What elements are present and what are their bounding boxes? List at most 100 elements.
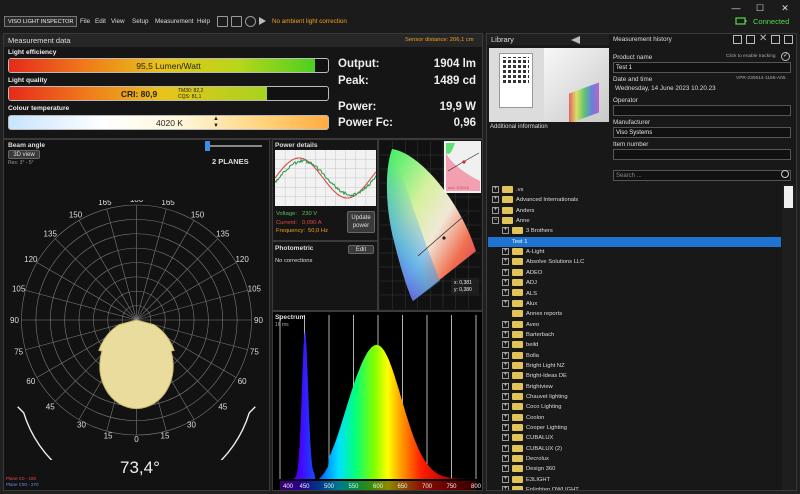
- tree-item[interactable]: + Bright Light NZ: [488, 361, 781, 372]
- tree-item[interactable]: + beild: [488, 340, 781, 351]
- tree-item[interactable]: + Bolla: [488, 351, 781, 362]
- expand-icon[interactable]: +: [502, 465, 509, 472]
- expand-icon[interactable]: +: [492, 207, 499, 214]
- back-arrow-icon[interactable]: [571, 36, 580, 44]
- expand-icon[interactable]: +: [502, 352, 509, 359]
- tree-item[interactable]: + CUBALUX (2): [488, 444, 781, 455]
- menu-file[interactable]: File: [80, 16, 90, 27]
- tree-item[interactable]: + Aveo: [488, 320, 781, 331]
- expand-icon[interactable]: +: [502, 455, 509, 462]
- tree-item[interactable]: + Chauvet lighting: [488, 392, 781, 403]
- expand-icon[interactable]: +: [492, 186, 499, 193]
- save-icon[interactable]: [746, 35, 755, 44]
- polar-angle-label: 90: [10, 316, 19, 325]
- expand-icon[interactable]: +: [502, 227, 509, 234]
- expand-icon[interactable]: +: [502, 279, 509, 286]
- tree-item[interactable]: + Design 360: [488, 464, 781, 475]
- menu-help[interactable]: Help: [197, 16, 210, 27]
- tree-item[interactable]: + Anders: [488, 206, 781, 217]
- tree-item[interactable]: + CUBALUX: [488, 433, 781, 444]
- expand-icon[interactable]: +: [502, 486, 509, 490]
- tree-item[interactable]: + Advanced Internationals: [488, 195, 781, 206]
- tree-item[interactable]: Test 1: [488, 237, 781, 248]
- operator-field[interactable]: [613, 105, 791, 116]
- export-icon[interactable]: [784, 35, 793, 44]
- delete-icon[interactable]: ✕: [759, 33, 767, 44]
- quality-label: Light quality: [8, 77, 47, 84]
- expand-icon[interactable]: +: [502, 269, 509, 276]
- tree-item-label: Absolve Solutions LLC: [526, 259, 584, 265]
- tree-item[interactable]: + Enlighten OWLIGHT: [488, 485, 781, 490]
- menu-measurement[interactable]: Measurement: [155, 16, 194, 27]
- expand-icon[interactable]: +: [502, 403, 509, 410]
- tree-item[interactable]: +3 Brothers: [488, 226, 781, 237]
- menu-edit[interactable]: Edit: [95, 16, 106, 27]
- update-power-button[interactable]: Update power: [347, 211, 375, 233]
- expand-icon[interactable]: +: [502, 393, 509, 400]
- expand-icon[interactable]: +: [502, 445, 509, 452]
- new-icon[interactable]: [733, 35, 742, 44]
- maximize-button[interactable]: ☐: [750, 1, 770, 15]
- expand-icon[interactable]: +: [502, 372, 509, 379]
- expand-icon[interactable]: +: [502, 362, 509, 369]
- tracking-check-icon[interactable]: ✓: [781, 52, 790, 61]
- expand-icon[interactable]: +: [502, 341, 509, 348]
- expand-icon[interactable]: +: [502, 476, 509, 483]
- expand-icon[interactable]: +: [502, 424, 509, 431]
- graph-icon[interactable]: [231, 16, 242, 27]
- 3d-view-button[interactable]: 3D view: [8, 150, 40, 159]
- expand-icon[interactable]: +: [502, 248, 509, 255]
- expand-icon[interactable]: +: [492, 196, 499, 203]
- tree-scrollbar[interactable]: [782, 184, 795, 490]
- chart-icon[interactable]: [217, 16, 228, 27]
- expand-icon[interactable]: +: [502, 414, 509, 421]
- menu-setup[interactable]: Setup: [132, 16, 148, 27]
- tree-item[interactable]: + Cooper Lighting: [488, 423, 781, 434]
- minimize-button[interactable]: —: [726, 1, 746, 15]
- tree-scrollbar-thumb[interactable]: [784, 186, 793, 208]
- planes-slider[interactable]: [205, 145, 262, 147]
- tree-item[interactable]: + ADJ: [488, 278, 781, 289]
- expand-icon[interactable]: +: [502, 331, 509, 338]
- colour-temp-marker-icon[interactable]: ▲ ▼: [213, 116, 219, 130]
- tree-item[interactable]: + Brightview: [488, 382, 781, 393]
- search-input[interactable]: Search ...: [613, 170, 791, 181]
- planes-slider-handle[interactable]: [205, 141, 210, 151]
- tree-item[interactable]: + ALS: [488, 289, 781, 300]
- expand-icon[interactable]: +: [502, 383, 509, 390]
- tree-item[interactable]: + Decrolux: [488, 454, 781, 465]
- expand-icon[interactable]: +: [502, 321, 509, 328]
- manufacturer-field[interactable]: Viso Systems: [613, 127, 791, 138]
- expand-icon[interactable]: −: [492, 217, 499, 224]
- tree-item[interactable]: + A-Light: [488, 247, 781, 258]
- folder-icon: [512, 300, 523, 307]
- play-icon[interactable]: [259, 17, 266, 25]
- camera-icon[interactable]: [245, 16, 256, 27]
- tree-item[interactable]: + Bright-Ideas DE: [488, 371, 781, 382]
- tree-item[interactable]: + Coolon: [488, 413, 781, 424]
- menu-view[interactable]: View: [111, 16, 125, 27]
- product-name-field[interactable]: Test 1: [613, 62, 791, 73]
- expand-icon[interactable]: +: [502, 289, 509, 296]
- expand-icon[interactable]: +: [502, 300, 509, 307]
- tree-item[interactable]: + Coco Lighting: [488, 402, 781, 413]
- edit-icon[interactable]: [771, 35, 780, 44]
- tree-item[interactable]: − Anne: [488, 216, 781, 227]
- tree-item[interactable]: Annex reports: [488, 309, 781, 320]
- tree-item-label: Bright-Ideas DE: [526, 373, 567, 379]
- close-button[interactable]: ✕: [775, 1, 795, 15]
- colour-temp-bar: 4020 K ▲ ▼: [8, 115, 329, 130]
- search-icon[interactable]: [781, 170, 789, 178]
- tree-item[interactable]: + E3LIGHT: [488, 475, 781, 486]
- expand-icon[interactable]: +: [502, 258, 509, 265]
- tree-item[interactable]: + Absolve Solutions LLC: [488, 257, 781, 268]
- tree-item[interactable]: + .vs: [488, 185, 781, 196]
- polar-angle-label: 15: [104, 431, 113, 440]
- expand-icon[interactable]: +: [502, 434, 509, 441]
- item-number-field[interactable]: [613, 149, 791, 160]
- tree-item[interactable]: + ADEO: [488, 268, 781, 279]
- tree-item-label: 3 Brothers: [526, 228, 553, 234]
- photometric-edit-button[interactable]: Edit: [348, 245, 374, 254]
- tree-item[interactable]: + Barterbach: [488, 330, 781, 341]
- tree-item[interactable]: + Alux: [488, 299, 781, 310]
